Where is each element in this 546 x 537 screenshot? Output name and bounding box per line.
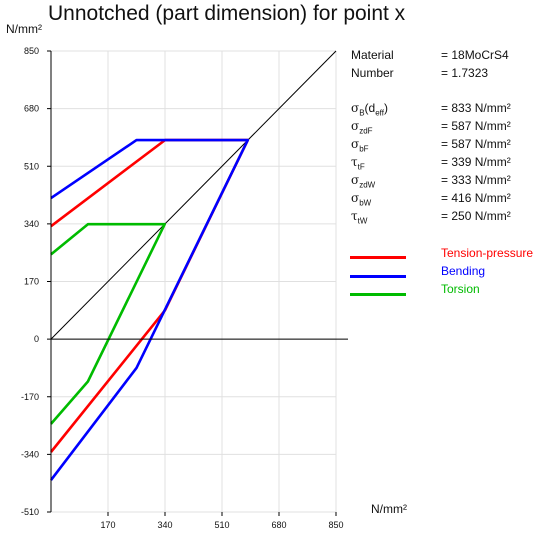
stress-value-1: = 587 N/mm² [441, 119, 511, 133]
legend-line-tension-pressure [350, 256, 406, 259]
stress-symbol-2: σbF [351, 137, 369, 154]
legend-label-bending: Bending [441, 264, 486, 278]
material-value: = 18MoCrS4 [441, 48, 509, 62]
chart-title: Unnotched (part dimension) for point x [48, 2, 406, 25]
material-label: Material [351, 48, 394, 62]
y-tick-label: 170 [24, 277, 39, 287]
x-tick-label: 680 [271, 520, 286, 530]
legend-label-torsion: Torsion [441, 282, 480, 296]
x-tick-label: 340 [157, 520, 172, 530]
stress-value-3: = 339 N/mm² [441, 155, 511, 169]
number-label: Number [351, 66, 394, 80]
y-tick-label: 850 [24, 46, 39, 56]
y-tick-label: -170 [21, 392, 39, 402]
number-value: = 1.7323 [441, 66, 489, 80]
x-axis-unit: N/mm² [371, 502, 407, 516]
legend-label-tension-pressure: Tension-pressure [441, 246, 534, 260]
stress-symbol-0: σB(deff) [351, 101, 388, 118]
y-tick-label: 0 [34, 334, 39, 344]
stress-symbol-4: σzdW [351, 173, 376, 190]
stress-symbol-3: τtF [351, 155, 365, 172]
stress-symbol-6: τtW [351, 209, 368, 226]
y-tick-label: 340 [24, 219, 39, 229]
x-tick-label: 850 [328, 520, 343, 530]
stress-value-0: = 833 N/mm² [441, 101, 511, 115]
stress-value-4: = 333 N/mm² [441, 173, 511, 187]
stress-value-6: = 250 N/mm² [441, 209, 511, 223]
y-axis-unit: N/mm² [6, 22, 42, 36]
reference-diagonal [50, 50, 337, 340]
stress-symbol-1: σzdF [351, 119, 373, 136]
stress-value-2: = 587 N/mm² [441, 137, 511, 151]
series-tension-pressure [49, 138, 250, 453]
series-bending [49, 138, 250, 481]
stress-symbol-5: σbW [351, 191, 372, 208]
x-tick-label: 510 [214, 520, 229, 530]
legend-line-bending [350, 275, 406, 278]
legend-line-torsion [350, 293, 406, 296]
y-tick-label: -340 [21, 449, 39, 459]
series-torsion [50, 222, 166, 425]
y-tick-label: 680 [24, 104, 39, 114]
x-tick-label: 170 [100, 520, 115, 530]
stress-value-5: = 416 N/mm² [441, 191, 511, 205]
y-tick-label: 510 [24, 161, 39, 171]
y-tick-label: -510 [21, 507, 39, 517]
